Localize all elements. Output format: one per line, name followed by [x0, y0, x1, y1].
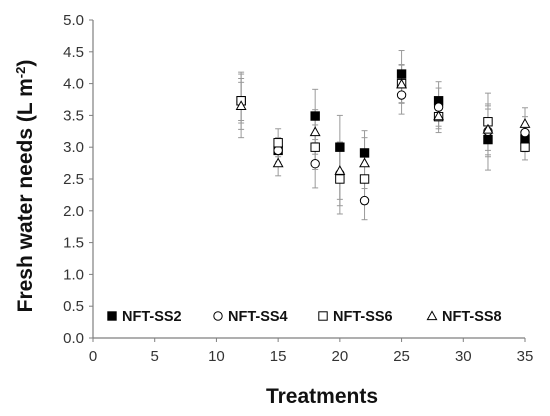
y-tick-label: 3.5 [63, 107, 84, 124]
legend-marker [107, 311, 117, 321]
data-point [359, 148, 370, 158]
x-axis-title: Treatments [266, 385, 378, 408]
data-markers [235, 69, 531, 206]
data-point [520, 142, 530, 152]
legend-label: NFT-SS2 [122, 309, 182, 325]
x-tick-label: 35 [517, 348, 534, 365]
data-point [335, 142, 345, 152]
legend-label: NFT-SS6 [333, 309, 393, 325]
data-point [272, 157, 284, 168]
data-point [433, 110, 445, 121]
y-tick-label: 4.5 [63, 44, 84, 61]
y-axis-title: Fresh water needs (L m-2) [13, 60, 38, 313]
data-point [310, 159, 320, 169]
data-point [396, 69, 407, 79]
data-point [433, 102, 444, 112]
data-point [335, 174, 345, 184]
data-point [309, 126, 321, 137]
y-tick-label: 2.0 [63, 203, 84, 220]
y-tick-label: 1.0 [63, 266, 84, 283]
x-tick-label: 30 [455, 348, 472, 365]
x-tick-label: 15 [270, 348, 287, 365]
legend-marker [213, 311, 223, 321]
y-tick-label: 4.0 [63, 76, 84, 93]
data-point [519, 118, 531, 128]
data-point [482, 123, 494, 134]
y-tick-label: 0.5 [63, 298, 84, 315]
y-tick-label: 2.5 [63, 171, 84, 188]
y-axis-title-main: Fresh water needs (L m [14, 78, 37, 312]
y-tick-label: 5.0 [63, 12, 84, 29]
y-tick-label: 0.0 [63, 330, 84, 347]
legend-marker [426, 310, 438, 321]
y-tick-label: 3.0 [63, 139, 84, 156]
data-point [359, 174, 370, 184]
y-tick-label: 1.5 [63, 235, 84, 252]
x-tick-label: 20 [332, 348, 349, 365]
legend-label: NFT-SS4 [228, 309, 288, 325]
x-tick-label: 5 [151, 348, 159, 365]
data-point [310, 111, 320, 121]
legend-marker [318, 311, 328, 321]
x-tick-label: 10 [208, 348, 225, 365]
data-point [273, 138, 283, 148]
y-axis-title-close: ) [14, 60, 37, 67]
data-point [396, 78, 408, 89]
data-point [520, 127, 530, 138]
data-point [310, 142, 320, 152]
data-point [235, 100, 247, 111]
data-point [359, 195, 370, 206]
axes: 0.0 0.5 1.0 1.5 2.0 2.5 3.0 3.5 4.0 4.5 5.0 0 5 10 15 2… [63, 12, 533, 365]
data-point [359, 157, 370, 168]
legend: NFT-SS2 NFT-SS4 NFT-SS6 NFT-SS8 [107, 309, 502, 325]
data-point [396, 90, 407, 100]
y-axis-title-superscript: -2 [13, 67, 28, 79]
x-tick-label: 0 [89, 348, 97, 365]
data-point [334, 165, 346, 175]
data-point [483, 134, 493, 145]
legend-label: NFT-SS8 [442, 309, 502, 325]
x-tick-label: 25 [393, 348, 410, 365]
